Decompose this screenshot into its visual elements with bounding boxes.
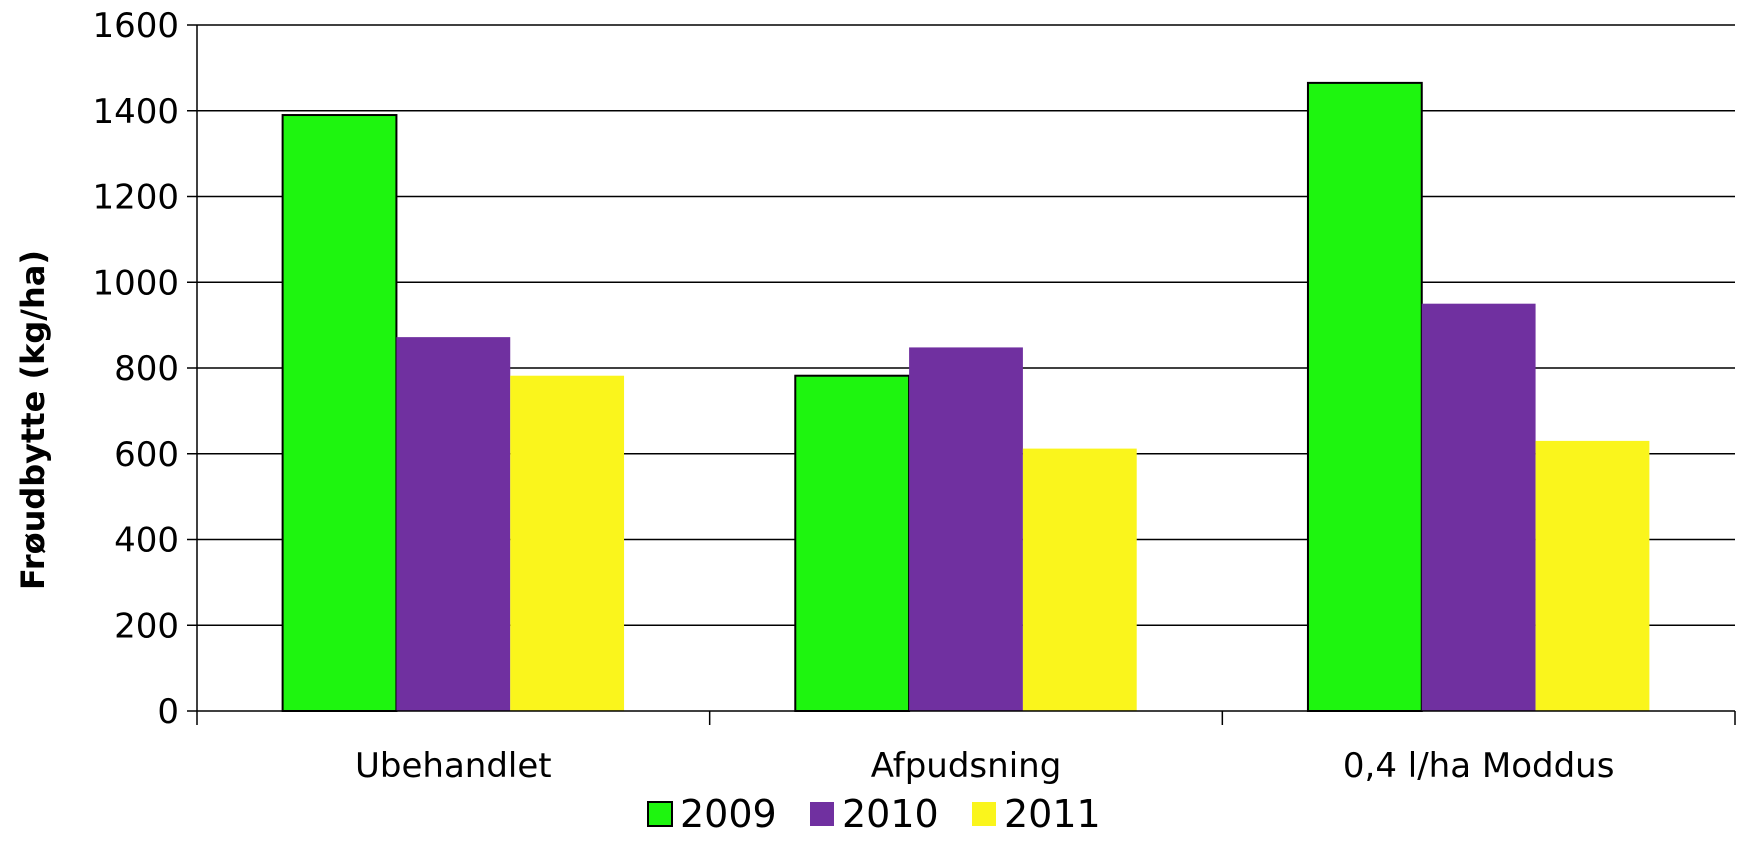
legend: 2009 2010 2011 [647,792,1101,836]
bar-2010-0 [396,337,511,711]
bar-2010-2 [1421,303,1536,711]
legend-label-2010: 2010 [842,792,939,836]
bar-2009-0 [281,114,398,713]
y-tick-label: 200 [114,606,179,646]
y-tick-label: 1600 [92,6,179,46]
legend-swatch-2009 [647,801,673,827]
y-axis-title: Frøudbytte (kg/ha) [14,250,52,590]
bar-2010-1 [909,347,1023,711]
legend-label-2011: 2011 [1004,792,1101,836]
bar-2011-1 [1022,448,1137,711]
bar-2011-0 [510,375,625,711]
legend-swatch-2011 [972,802,996,826]
bar-2011-2 [1535,440,1650,711]
y-tick-labels: 0 200 400 600 800 1000 1200 1400 1600 [92,6,179,732]
y-tick-label: 600 [114,435,179,475]
bar-2009-2 [1306,81,1423,713]
bars [281,81,1650,713]
y-tick-label: 1400 [92,92,179,132]
y-tick-label: 1200 [92,178,179,218]
x-category-label: 0,4 l/ha Moddus [1343,746,1615,786]
x-category-label: Afpudsning [871,746,1062,786]
x-category-labels: Ubehandlet Afpudsning 0,4 l/ha Moddus [355,746,1614,786]
y-tick-label: 400 [114,521,179,561]
axes [187,24,1736,725]
y-tick-label: 800 [114,349,179,389]
y-tick-label: 1000 [92,263,179,303]
legend-swatch-2010 [810,802,834,826]
x-category-label: Ubehandlet [355,746,552,786]
y-tick-label: 0 [157,692,179,732]
legend-label-2009: 2009 [680,792,777,836]
bar-2009-1 [794,374,911,712]
